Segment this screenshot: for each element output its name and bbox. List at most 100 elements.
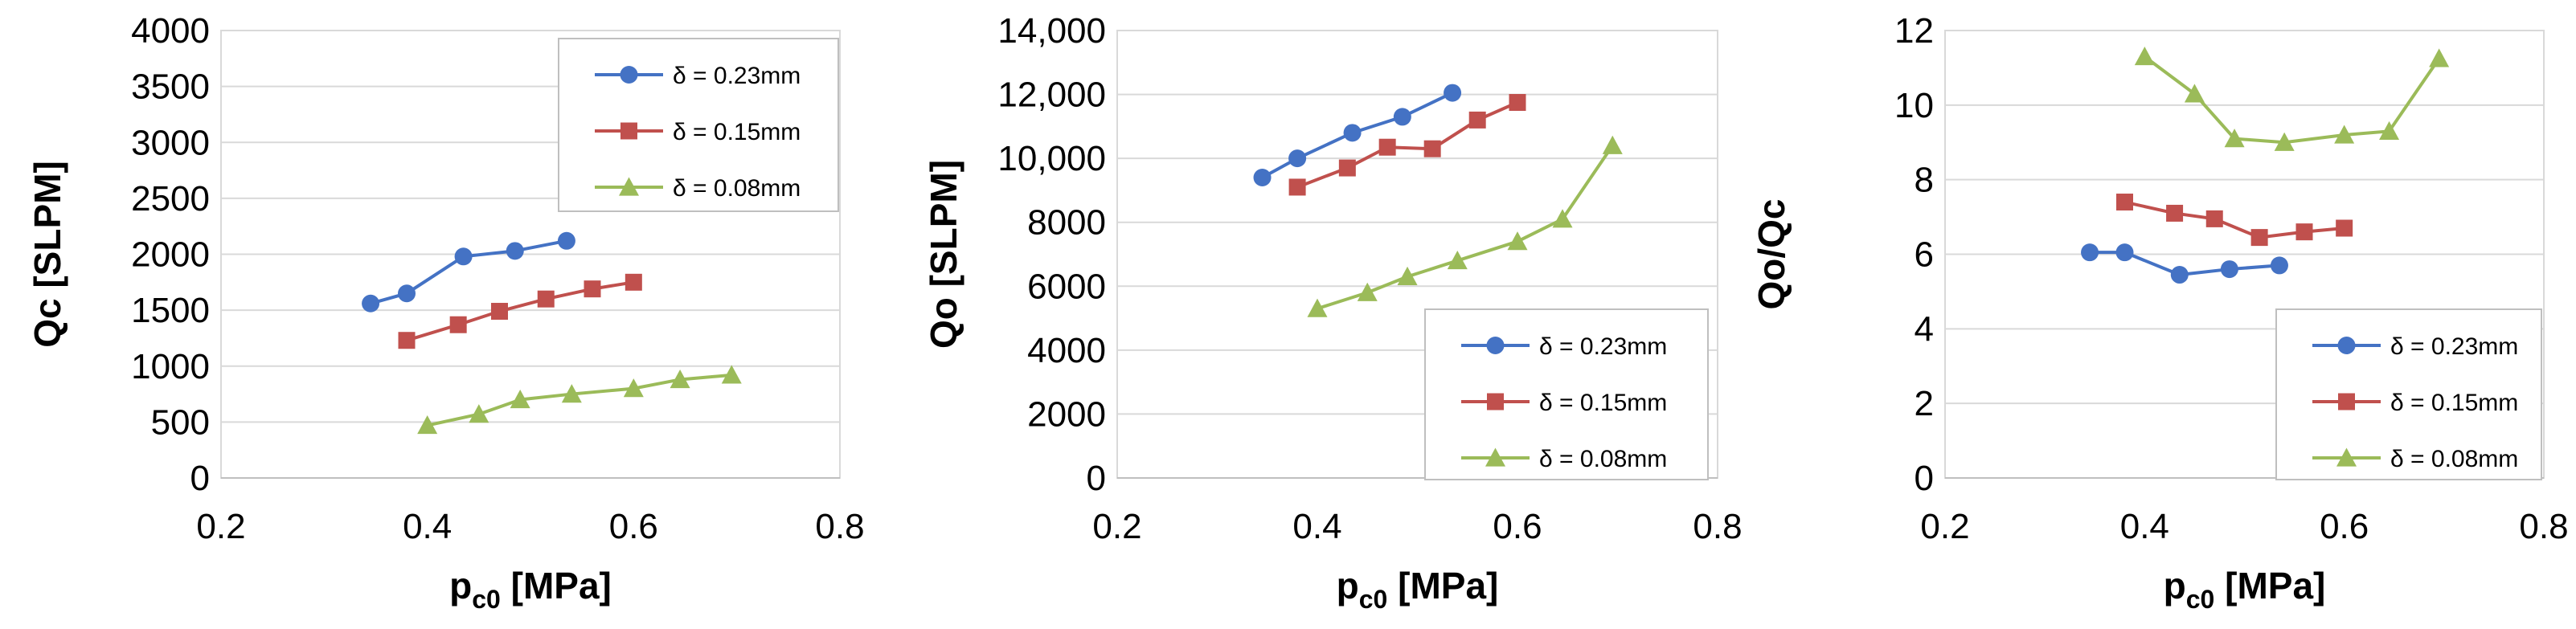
legend-marker bbox=[2336, 447, 2357, 467]
data-point bbox=[2081, 243, 2099, 262]
legend: δ = 0.23mm δ = 0.15mm δ = 0.08mm bbox=[2275, 308, 2542, 480]
y-tick-label: 0 bbox=[1087, 459, 1106, 498]
data-point bbox=[1552, 209, 1573, 228]
data-point bbox=[1288, 149, 1307, 168]
x-axis-title-unit: [MPa] bbox=[2214, 565, 2325, 607]
legend-label: δ = 0.08mm bbox=[1539, 446, 1667, 472]
data-point bbox=[1397, 266, 1418, 285]
y-tick-label: 4000 bbox=[1027, 331, 1106, 370]
chart-panel-3: 0 2 4 6 8 10 12 0.2 0.4 0.6 0.8 pc0 [MPa] Qo/Qc δ = 0… bbox=[1751, 11, 2569, 614]
data-point bbox=[623, 378, 644, 398]
data-point bbox=[584, 280, 601, 298]
legend-label: δ = 0.23mm bbox=[673, 63, 801, 89]
data-point bbox=[2220, 260, 2238, 279]
y-tick-label: 4000 bbox=[131, 11, 210, 51]
data-point bbox=[2116, 194, 2133, 211]
data-point bbox=[1423, 140, 1441, 157]
legend-box bbox=[1424, 308, 1709, 480]
x-axis-title-subscript: c0 bbox=[472, 585, 501, 614]
x-tick-label: 0.6 bbox=[1493, 507, 1542, 546]
y-axis-title: Qo [SLPM] bbox=[923, 160, 964, 349]
y-tick-label: 3500 bbox=[131, 67, 210, 107]
legend: δ = 0.23mm δ = 0.15mm δ = 0.08mm bbox=[1424, 308, 1709, 480]
data-point bbox=[1393, 108, 1411, 126]
x-tick-label: 0.8 bbox=[815, 507, 864, 546]
x-tick-label: 0.2 bbox=[196, 507, 245, 546]
y-axis-title: Qc [SLPM] bbox=[27, 161, 68, 348]
y-tick-label: 2000 bbox=[1027, 394, 1106, 434]
legend-marker bbox=[619, 177, 639, 196]
legend-marker bbox=[620, 66, 638, 84]
series-2 bbox=[1288, 94, 1526, 196]
x-tick-label: 0.4 bbox=[1292, 507, 1341, 546]
data-point bbox=[2429, 48, 2450, 67]
x-axis-title-unit: [MPa] bbox=[1387, 565, 1498, 607]
data-point bbox=[2336, 219, 2353, 237]
data-point bbox=[1447, 250, 1468, 270]
x-tick-label: 0.6 bbox=[609, 507, 658, 546]
data-point bbox=[561, 384, 582, 403]
x-axis-title-subscript: c0 bbox=[2186, 585, 2215, 614]
y-tick-label: 8 bbox=[1915, 161, 1934, 200]
series-1 bbox=[1253, 84, 1462, 187]
y-tick-label: 12 bbox=[1894, 11, 1934, 51]
legend-label: δ = 0.15mm bbox=[2390, 390, 2518, 416]
data-point bbox=[2205, 210, 2223, 227]
legend-marker bbox=[620, 122, 637, 140]
data-point bbox=[625, 273, 642, 291]
x-tick-label: 0.8 bbox=[1693, 507, 1742, 546]
y-tick-label: 6 bbox=[1915, 235, 1934, 275]
data-point bbox=[2379, 120, 2400, 140]
data-point bbox=[2134, 46, 2155, 66]
data-point bbox=[491, 303, 508, 321]
data-point bbox=[2115, 243, 2134, 262]
legend-label: δ = 0.23mm bbox=[1539, 333, 1667, 360]
data-point bbox=[2295, 223, 2313, 241]
y-tick-label: 2500 bbox=[131, 179, 210, 219]
legend-label: δ = 0.08mm bbox=[673, 175, 801, 202]
x-tick-label: 0.2 bbox=[1920, 507, 1969, 546]
data-point bbox=[721, 365, 742, 384]
legend-box bbox=[2275, 308, 2542, 480]
x-axis-title-main: p bbox=[449, 565, 472, 607]
y-tick-label: 6000 bbox=[1027, 267, 1106, 306]
data-point bbox=[1468, 111, 1486, 129]
data-point bbox=[557, 231, 575, 250]
data-point bbox=[2334, 125, 2355, 144]
data-point bbox=[1378, 138, 1396, 156]
y-tick-label: 10,000 bbox=[997, 139, 1106, 178]
data-point bbox=[2170, 266, 2189, 284]
legend-marker bbox=[2337, 337, 2356, 354]
series-3 bbox=[2134, 46, 2450, 151]
legend-marker bbox=[1486, 337, 1505, 354]
y-tick-label: 1500 bbox=[131, 291, 210, 330]
x-axis-title: pc0 [MPa] bbox=[1337, 565, 1499, 614]
x-axis-title-main: p bbox=[2164, 565, 2186, 607]
data-point bbox=[670, 369, 690, 389]
data-point bbox=[1357, 282, 1378, 301]
data-point bbox=[1288, 178, 1306, 196]
y-tick-label: 10 bbox=[1894, 86, 1934, 125]
y-tick-label: 1000 bbox=[131, 347, 210, 386]
x-tick-label: 0.4 bbox=[2120, 507, 2169, 546]
data-point bbox=[2184, 84, 2205, 103]
data-point bbox=[506, 242, 524, 260]
data-point bbox=[1338, 159, 1356, 177]
x-tick-label: 0.6 bbox=[2320, 507, 2369, 546]
data-point bbox=[398, 332, 416, 349]
x-axis-title-main: p bbox=[1337, 565, 1359, 607]
data-point bbox=[449, 316, 467, 333]
legend-marker bbox=[2338, 393, 2355, 410]
x-axis-title: pc0 [MPa] bbox=[2164, 565, 2326, 614]
y-tick-label: 4 bbox=[1915, 309, 1934, 349]
legend-label: δ = 0.23mm bbox=[2390, 333, 2518, 360]
data-point bbox=[1509, 94, 1526, 112]
data-point bbox=[1444, 84, 1462, 102]
series-2 bbox=[398, 273, 642, 349]
legend-marker bbox=[1487, 393, 1504, 410]
data-point bbox=[417, 415, 438, 435]
y-tick-label: 2000 bbox=[131, 235, 210, 275]
data-point bbox=[454, 247, 473, 266]
legend-label: δ = 0.08mm bbox=[2390, 446, 2518, 472]
